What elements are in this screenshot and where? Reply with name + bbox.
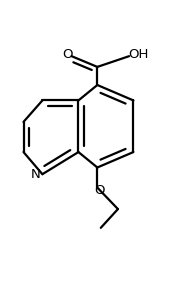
Text: O: O <box>94 184 105 197</box>
Text: OH: OH <box>128 48 148 61</box>
Text: O: O <box>62 48 73 61</box>
Text: N: N <box>31 168 41 181</box>
